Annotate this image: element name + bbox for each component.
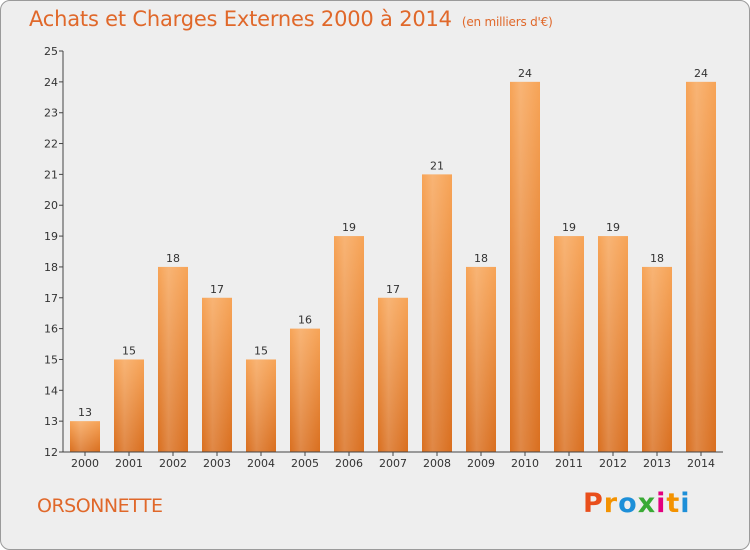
axes-group: 12 13 14 15 16 17 18 19 20 21 22 23 24 25 2000 2001 2002… [44,45,723,470]
logo-letter: P [583,488,604,519]
bar-shine-2005 [290,328,320,452]
y-tick-label: 20 [44,199,58,212]
bar-shine-2014 [686,81,716,452]
x-tick-label-2000: 2000 [71,457,99,470]
data-label-2000: 13 [78,406,92,419]
bars-group: 13 15 18 17 15 16 19 17 21 18 24 19 19 18 24 [70,67,716,452]
data-label-2004: 15 [254,344,268,357]
logo-letter: t [666,488,681,519]
chart-title: Achats et Charges Externes 2000 à 2014 (e… [29,7,553,31]
y-tick-label: 25 [44,45,58,58]
commune-name: ORSONNETTE [37,495,163,517]
chart-subtitle: (en milliers d'€) [461,15,553,29]
x-tick-label-2008: 2008 [423,457,451,470]
x-tick-label-2006: 2006 [335,457,363,470]
bar-shine-2011 [554,236,584,452]
logo-letter: x [637,488,657,519]
x-tick-label-2005: 2005 [291,457,319,470]
x-tick-label-2010: 2010 [511,457,539,470]
data-label-2006: 19 [342,221,356,234]
data-label-2005: 16 [298,314,312,327]
bar-shine-2000 [70,421,100,452]
data-label-2007: 17 [386,283,400,296]
data-label-2012: 19 [606,221,620,234]
bar-shine-2001 [114,359,144,452]
data-label-2014: 24 [694,67,708,80]
data-label-2011: 19 [562,221,576,234]
y-tick-label: 15 [44,353,58,366]
bar-shine-2012 [598,236,628,452]
x-tick-label-2001: 2001 [115,457,143,470]
data-label-2013: 18 [650,252,664,265]
logo-letter: o [618,488,638,519]
data-label-2003: 17 [210,283,224,296]
bar-shine-2010 [510,81,540,452]
bar-shine-2004 [246,359,276,452]
logo-letter: r [603,488,619,519]
bar-shine-2006 [334,236,364,452]
data-label-2009: 18 [474,252,488,265]
data-label-2002: 18 [166,252,180,265]
x-tick-label-2011: 2011 [555,457,583,470]
y-tick-label: 24 [44,76,58,89]
logo-letter: i [656,488,667,519]
x-tick-label-2002: 2002 [159,457,187,470]
x-tick-label-2007: 2007 [379,457,407,470]
logo-letter: i [680,488,691,519]
data-label-2008: 21 [430,159,444,172]
y-tick-label: 13 [44,415,58,428]
y-tick-label: 18 [44,261,58,274]
y-tick-label: 16 [44,323,58,336]
y-tick-label: 21 [44,168,58,181]
x-tick-label-2009: 2009 [467,457,495,470]
x-tick-label-2013: 2013 [643,457,671,470]
y-tick-label: 17 [44,292,58,305]
chart-title-text: Achats et Charges Externes 2000 à 2014 [29,7,452,31]
y-tick-label: 23 [44,107,58,120]
bar-shine-2013 [642,266,672,452]
data-label-2010: 24 [518,67,532,80]
x-tick-label-2012: 2012 [599,457,627,470]
y-tick-label: 12 [44,446,58,459]
x-tick-label-2004: 2004 [247,457,275,470]
bar-shine-2007 [378,297,408,452]
bar-shine-2002 [158,266,188,452]
bar-shine-2003 [202,297,232,452]
data-label-2001: 15 [122,344,136,357]
y-tick-label: 22 [44,138,58,151]
bar-shine-2008 [422,174,452,452]
x-tick-label-2003: 2003 [203,457,231,470]
x-tick-label-2014: 2014 [687,457,715,470]
y-tick-label: 14 [44,384,58,397]
bar-shine-2009 [466,266,496,452]
y-tick-label: 19 [44,230,58,243]
proxiti-logo: Proxiti [583,488,691,519]
